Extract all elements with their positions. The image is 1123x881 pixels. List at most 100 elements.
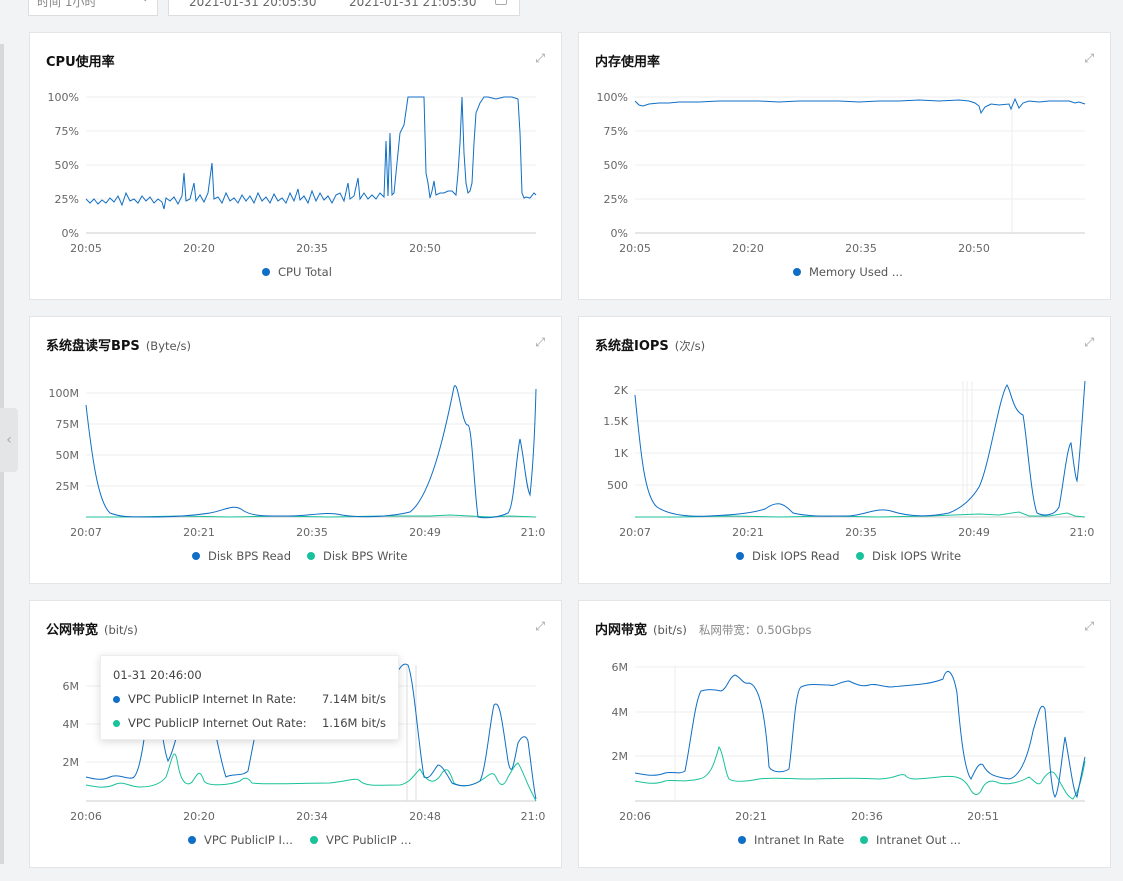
chart-card-memory: 内存使用率 ⤢ 100% 75% 50% 25% 0% 20:05 20:20 …	[578, 32, 1111, 300]
range-start: 2021-01-31 20:05:30	[189, 0, 317, 9]
series-intranet-in	[634, 670, 1086, 799]
x-tick: 20:05	[70, 242, 102, 255]
x-tick: 20:48	[409, 810, 441, 823]
legend-label[interactable]: CPU Total	[278, 265, 332, 279]
y-tick: 25%	[55, 193, 79, 206]
series-public-out	[85, 753, 537, 802]
x-tick: 20:21	[732, 526, 764, 539]
chart-title: 公网带宽 (bit/s)	[46, 619, 138, 638]
legend-dot	[188, 836, 196, 844]
x-tick: 20:06	[619, 810, 651, 823]
legend-dot	[192, 552, 200, 560]
tooltip-time: 01-31 20:46:00	[113, 668, 202, 682]
tooltip-value: 7.14M bit/s	[321, 692, 386, 706]
x-tick: 21:0	[1070, 526, 1095, 539]
legend-label[interactable]: Disk IOPS Write	[872, 549, 961, 563]
legend-dot	[307, 552, 315, 560]
y-tick: 2M	[63, 756, 80, 769]
chart-memory: 100% 75% 50% 25% 0% 20:05 20:20 20:35 20…	[597, 91, 1086, 279]
chart-title: CPU使用率	[46, 51, 115, 70]
expand-icon[interactable]: ⤢	[535, 51, 545, 65]
chevron-down-icon: ∨	[142, 0, 149, 4]
legend-label[interactable]: VPC PublicIP ...	[326, 833, 411, 847]
expand-icon[interactable]: ⤢	[1084, 619, 1094, 633]
y-tick: 25%	[604, 193, 628, 206]
chart-title: 系统盘IOPS (次/s)	[595, 335, 705, 354]
y-tick: 0%	[611, 227, 628, 240]
expand-icon[interactable]: ⤢	[1084, 51, 1094, 65]
legend-label[interactable]: Intranet In Rate	[754, 833, 844, 847]
chart-title: 内存使用率	[595, 51, 660, 70]
series-disk-iops-read	[634, 380, 1086, 517]
legend-dot	[310, 836, 318, 844]
collapse-sidebar-button[interactable]: ‹	[0, 408, 18, 472]
chart-cpu: 100% 75% 50% 25% 0% 20:05 20:20 20:35 20…	[48, 91, 537, 279]
legend-label[interactable]: Disk BPS Write	[323, 549, 408, 563]
chart-title-text: 公网带宽	[46, 623, 99, 638]
legend-dot	[736, 552, 744, 560]
chart-title: 内网带宽 (bit/s) 私网带宽：0.50Gbps	[595, 619, 811, 638]
x-tick: 20:20	[732, 242, 764, 255]
tooltip-value: 1.16M bit/s	[321, 716, 386, 730]
x-tick: 20:21	[735, 810, 767, 823]
x-tick: 20:50	[958, 242, 990, 255]
series-intranet-out	[634, 746, 1086, 800]
date-range-picker[interactable]: 2021-01-31 20:05:30 2021-01-31 21:05:30	[168, 0, 520, 16]
tooltip-row: VPC PublicIP Internet In Rate:	[113, 692, 296, 706]
chart-disk-bps: 100M 75M 50M 25M 20:07 20:21 20:35 20:49…	[49, 385, 545, 563]
x-tick: 20:49	[958, 526, 990, 539]
x-tick: 20:36	[851, 810, 883, 823]
legend-label[interactable]: Disk IOPS Read	[752, 549, 840, 563]
chart-unit: (次/s)	[674, 339, 706, 353]
y-tick: 75M	[56, 418, 80, 431]
y-tick: 6M	[63, 680, 80, 693]
y-tick: 100%	[597, 91, 628, 104]
expand-icon[interactable]: ⤢	[535, 619, 545, 633]
x-tick: 20:35	[845, 242, 877, 255]
legend-dot	[860, 836, 868, 844]
y-tick: 4M	[612, 706, 629, 719]
chart-card-intranet-bandwidth: 内网带宽 (bit/s) 私网带宽：0.50Gbps ⤢ 6M 4M 2M 20:0…	[578, 600, 1111, 868]
chart-unit: (bit/s)	[653, 623, 687, 637]
chart-title: 系统盘读写BPS (Byte/s)	[46, 335, 191, 354]
private-bandwidth-note: 私网带宽：0.50Gbps	[698, 623, 812, 637]
legend-dot	[113, 696, 120, 703]
chart-card-cpu: CPU使用率 ⤢ 100% 75% 50% 25% 0% 20:05 20:20…	[29, 32, 562, 300]
expand-icon[interactable]: ⤢	[1084, 335, 1094, 349]
tooltip-label: VPC PublicIP Internet In Rate:	[128, 692, 297, 706]
series-disk-bps-read	[85, 385, 537, 519]
legend-dot	[856, 552, 864, 560]
legend-dot	[793, 268, 801, 276]
time-period-select[interactable]: 时间 1小时 ∨	[28, 0, 158, 16]
calendar-icon[interactable]	[495, 0, 507, 5]
x-tick: 20:34	[296, 810, 328, 823]
x-tick: 20:05	[619, 242, 651, 255]
range-end: 2021-01-31 21:05:30	[349, 0, 477, 9]
chart-intranet-bandwidth: 6M 4M 2M 20:06 20:21 20:36 20:51 Intrane…	[612, 661, 1086, 847]
legend-label[interactable]: Disk BPS Read	[208, 549, 291, 563]
legend-dot	[738, 836, 746, 844]
y-tick: 100%	[48, 91, 79, 104]
chart-card-disk-bps: 系统盘读写BPS (Byte/s) ⤢ 100M 75M 50M 25M 20:0…	[29, 316, 562, 584]
expand-icon[interactable]: ⤢	[535, 335, 545, 349]
x-tick: 20:07	[619, 526, 651, 539]
y-tick: 0%	[62, 227, 79, 240]
y-tick: 1.5K	[603, 415, 628, 428]
x-tick: 20:35	[296, 242, 328, 255]
x-tick: 20:07	[70, 526, 102, 539]
legend-label[interactable]: VPC PublicIP I...	[204, 833, 293, 847]
x-tick: 20:21	[183, 526, 215, 539]
legend-label[interactable]: Intranet Out ...	[876, 833, 961, 847]
series-cpu-total	[85, 96, 537, 210]
y-tick: 75%	[604, 125, 628, 138]
chart-card-disk-iops: 系统盘IOPS (次/s) ⤢ 2K 1.5K 1K 500 20:07 20:2…	[578, 316, 1111, 584]
legend-dot	[262, 268, 270, 276]
chart-disk-iops: 2K 1.5K 1K 500 20:07 20:21 20:35 20:49 2…	[603, 380, 1095, 563]
legend-label[interactable]: Memory Used ...	[809, 265, 903, 279]
y-tick: 75%	[55, 125, 79, 138]
tooltip-row: VPC PublicIP Internet Out Rate:	[113, 716, 307, 730]
x-tick: 20:06	[70, 810, 102, 823]
y-tick: 500	[607, 479, 628, 492]
y-tick: 50%	[604, 159, 628, 172]
tooltip-label: VPC PublicIP Internet Out Rate:	[128, 716, 307, 730]
